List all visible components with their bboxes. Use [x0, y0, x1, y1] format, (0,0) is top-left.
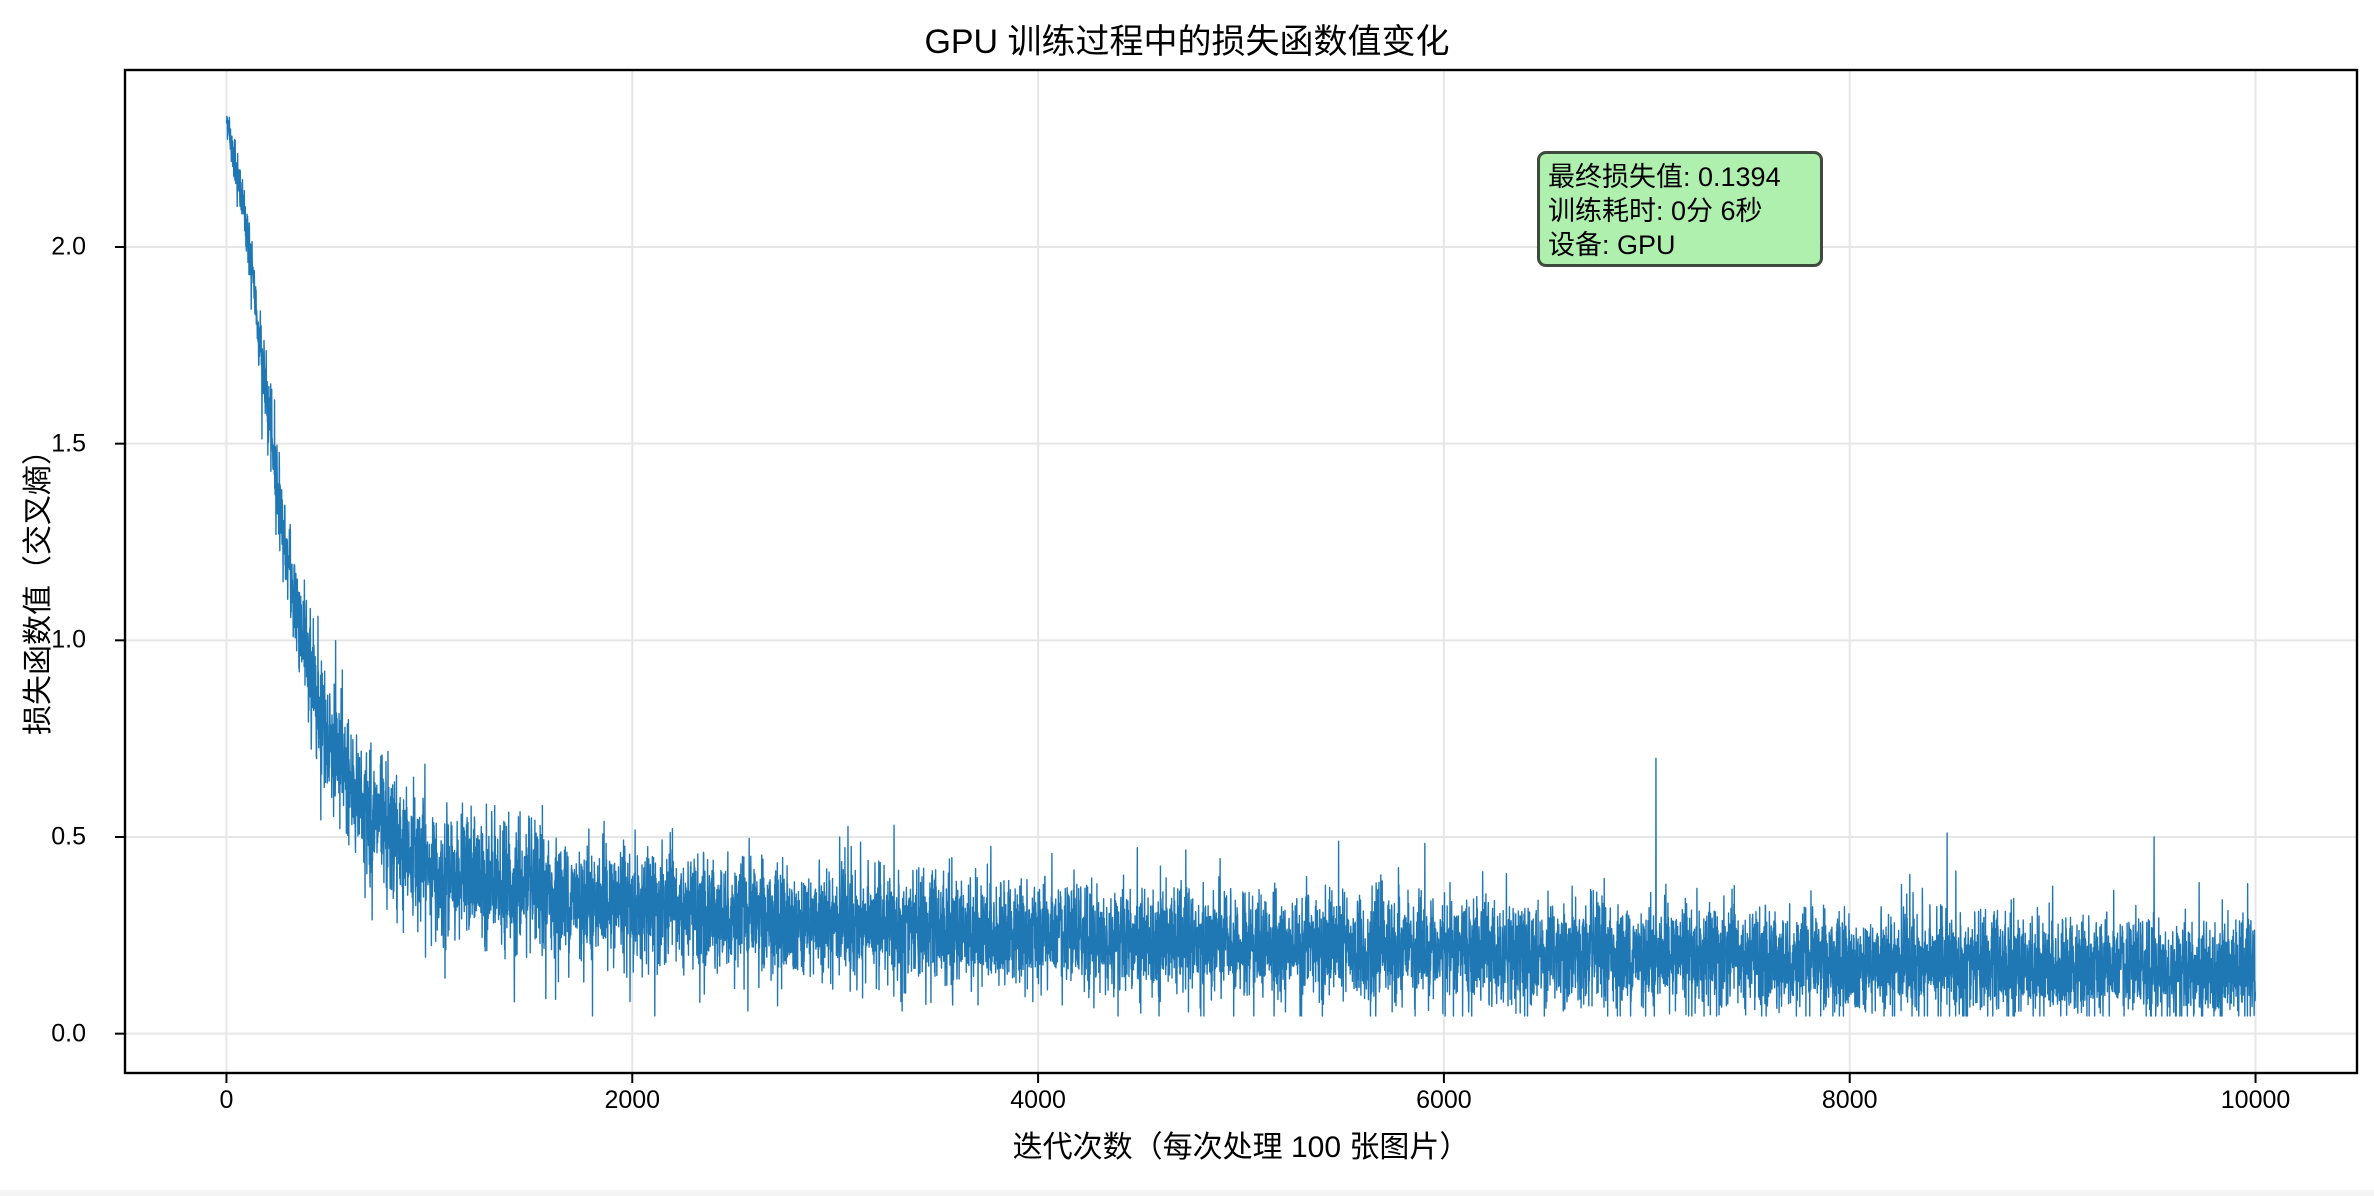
x-tick-label: 4000	[1010, 1086, 1066, 1114]
device-text: 设备: GPU	[1548, 230, 1676, 260]
y-tick-label: 0.0	[51, 1019, 86, 1048]
stats-annotation-box: 最终损失值: 0.1394 训练耗时: 0分 6秒 设备: GPU	[1537, 151, 1823, 267]
axes-frame	[123, 68, 2359, 1075]
y-tick-label: 2.0	[51, 232, 86, 261]
y-axis-label: 损失函数值（交叉熵）	[22, 435, 55, 735]
bottom-strip	[0, 1190, 2374, 1196]
loss-line	[225, 115, 2257, 1017]
x-tick-label: 10000	[2220, 1086, 2291, 1114]
x-tick-label: 6000	[1416, 1086, 1472, 1114]
x-tick-label: 0	[219, 1086, 234, 1114]
final-loss-text: 最终损失值: 0.1394	[1548, 162, 1781, 192]
x-tick-label: 8000	[1821, 1086, 1878, 1114]
axis-ticks	[115, 246, 2257, 1083]
grid-lines	[125, 70, 2357, 1073]
y-tick-label: 1.5	[51, 429, 86, 458]
chart-title: GPU 训练过程中的损失函数值变化	[924, 23, 1450, 61]
x-tick-label: 2000	[604, 1086, 661, 1114]
training-time-text: 训练耗时: 0分 6秒	[1548, 196, 1763, 226]
y-tick-label: 0.5	[51, 822, 86, 851]
x-axis-label: 迭代次数（每次处理 100 张图片）	[1012, 1131, 1470, 1164]
y-tick-label: 1.0	[51, 625, 86, 654]
